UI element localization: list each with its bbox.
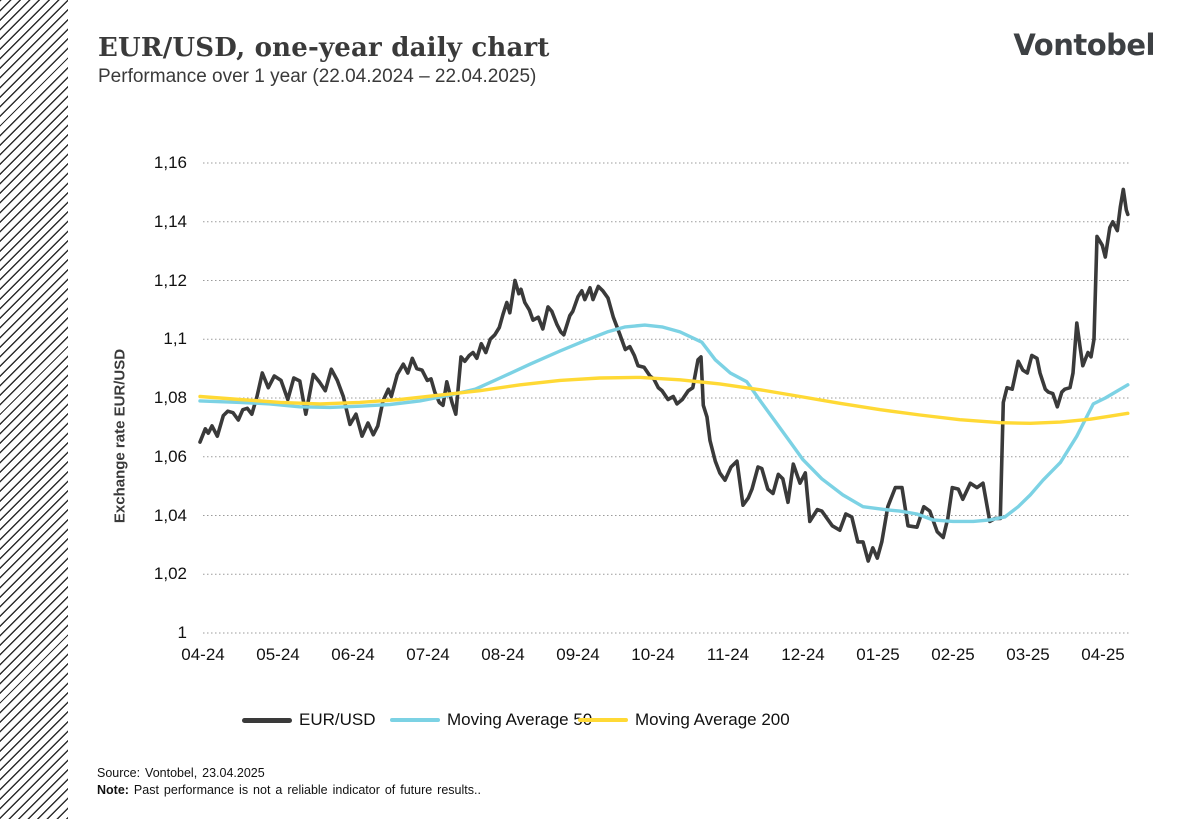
diagonal-hatch-stripe — [0, 0, 68, 819]
chart-series — [198, 187, 1130, 563]
x-tick-label: 06-24 — [331, 645, 375, 664]
series-line-eur-usd — [198, 187, 1130, 563]
y-tick-label: 1 — [177, 623, 187, 642]
x-tick-label: 11-24 — [706, 645, 750, 664]
y-tick-label: 1,02 — [153, 564, 187, 584]
gridlines — [203, 162, 1130, 634]
y-tick-label: 1,12 — [153, 270, 187, 290]
legend-item: EUR/USD — [242, 710, 376, 730]
x-tick-label: 05-24 — [256, 645, 300, 664]
legend-swatch — [390, 718, 440, 722]
x-tick-label: 02-25 — [931, 645, 975, 664]
x-tick-label: 09-24 — [556, 645, 600, 664]
y-tick-label: 1,16 — [153, 153, 187, 172]
legend-swatch — [578, 718, 628, 722]
note-line: Note: Past performance is not a reliable… — [97, 782, 481, 799]
y-axis-label: Exchange rate EUR/USD — [111, 348, 129, 524]
page-subtitle: Performance over 1 year (22.04.2024 – 22… — [98, 66, 537, 87]
y-tick-label: 1,06 — [153, 446, 187, 466]
y-tick-label: 1,08 — [153, 388, 187, 407]
note-label: Note: — [97, 783, 129, 797]
x-tick-label: 10-24 — [631, 645, 675, 664]
x-tick-label: 04-24 — [181, 645, 225, 664]
legend-label: Moving Average 50 — [447, 710, 593, 729]
y-tick-label: 1,14 — [153, 211, 187, 231]
vontobel-logo: Vontobel — [1013, 28, 1155, 62]
x-tick-label: 07-24 — [406, 645, 450, 664]
y-tick-label: 1,1 — [163, 329, 187, 349]
legend-item: Moving Average 50 — [390, 710, 592, 730]
x-tick-label: 12-24 — [781, 645, 825, 664]
x-tick-label: 03-25 — [1006, 645, 1050, 664]
x-tick-label: 08-24 — [481, 645, 525, 664]
legend-item: Moving Average 200 — [578, 710, 790, 730]
legend-label: Moving Average 200 — [635, 710, 790, 729]
note-text: Past performance is not a reliable indic… — [128, 783, 481, 797]
y-tick-label: 1,04 — [153, 505, 187, 525]
x-tick-label: 01-25 — [856, 645, 900, 664]
page-title: EUR/USD, one-year daily chart — [98, 33, 550, 63]
footer: Source: Vontobel, 23.04.2025 Note: Past … — [97, 765, 481, 799]
series-line-moving-average-50 — [198, 323, 1130, 524]
legend-swatch — [242, 717, 292, 723]
series-line-moving-average-200 — [198, 375, 1130, 425]
legend-label: EUR/USD — [299, 710, 376, 729]
x-tick-label: 04-25 — [1081, 645, 1125, 664]
source-line: Source: Vontobel, 23.04.2025 — [97, 766, 265, 780]
